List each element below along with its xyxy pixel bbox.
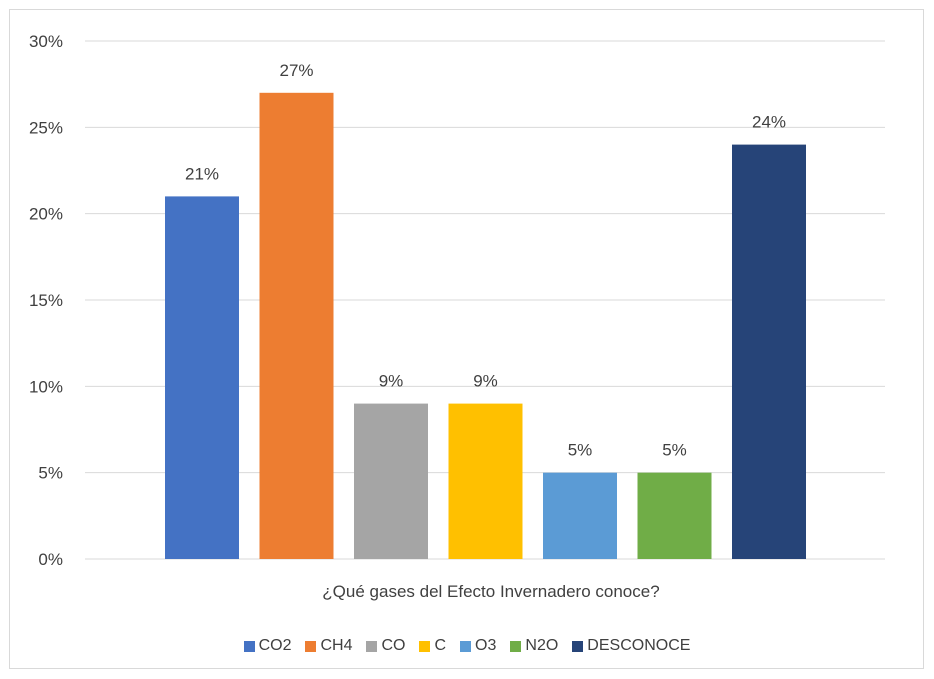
legend-label: N2O <box>525 637 559 654</box>
bar-co <box>354 403 428 559</box>
legend-swatch <box>572 640 584 652</box>
bar-desconoce <box>732 144 806 559</box>
legend-label: C <box>434 637 447 654</box>
y-tick-label: 15% <box>29 291 63 310</box>
data-label-co2: 21% <box>185 164 219 183</box>
legend-item-n2o: N2O <box>510 637 558 655</box>
legend-swatch <box>305 640 317 652</box>
y-tick-label: 0% <box>38 550 63 569</box>
legend-label: CH4 <box>320 637 353 654</box>
bar-c <box>448 403 523 559</box>
bar-n2o <box>637 472 712 559</box>
legend-item-desconoce: DESCONOCE <box>572 637 690 655</box>
legend-label: CO2 <box>258 637 292 654</box>
y-axis-ticks: 0% 5% 10% 15% 20% 25% 30% <box>29 32 63 569</box>
data-label-o3: 5% <box>568 441 593 460</box>
y-tick-label: 25% <box>29 118 63 137</box>
bars <box>165 92 806 560</box>
legend: CO2 CH4 CO C O3 N2O DESCONOCE <box>0 634 934 658</box>
data-label-co: 9% <box>379 372 404 391</box>
bar-co2 <box>165 196 239 559</box>
bar-ch4 <box>259 92 334 560</box>
legend-label: CO <box>381 637 406 654</box>
legend-swatch <box>419 640 431 652</box>
data-label-n2o: 5% <box>662 441 687 460</box>
y-tick-label: 5% <box>38 464 63 483</box>
legend-item-co: CO <box>366 637 405 655</box>
legend-swatch <box>510 640 522 652</box>
y-tick-label: 30% <box>29 32 63 51</box>
legend-item-o3: O3 <box>460 637 496 655</box>
legend-swatch <box>366 640 378 652</box>
legend-swatch <box>243 640 255 652</box>
y-tick-label: 10% <box>29 377 63 396</box>
legend-swatch <box>460 640 472 652</box>
legend-item-co2: CO2 <box>243 637 292 655</box>
legend-label: O3 <box>475 637 497 654</box>
data-label-c: 9% <box>473 372 498 391</box>
data-labels: 21% 27% 9% 9% 5% 5% 24% <box>185 61 786 460</box>
legend-item-c: C <box>419 637 446 655</box>
bar-o3 <box>543 472 617 559</box>
legend-label: DESCONOCE <box>587 637 691 654</box>
y-tick-label: 20% <box>29 205 63 224</box>
legend-item-ch4: CH4 <box>305 637 352 655</box>
data-label-desconoce: 24% <box>752 113 786 132</box>
x-axis-label: ¿Qué gases del Efecto Invernadero conoce… <box>322 582 659 601</box>
data-label-ch4: 27% <box>279 61 313 80</box>
